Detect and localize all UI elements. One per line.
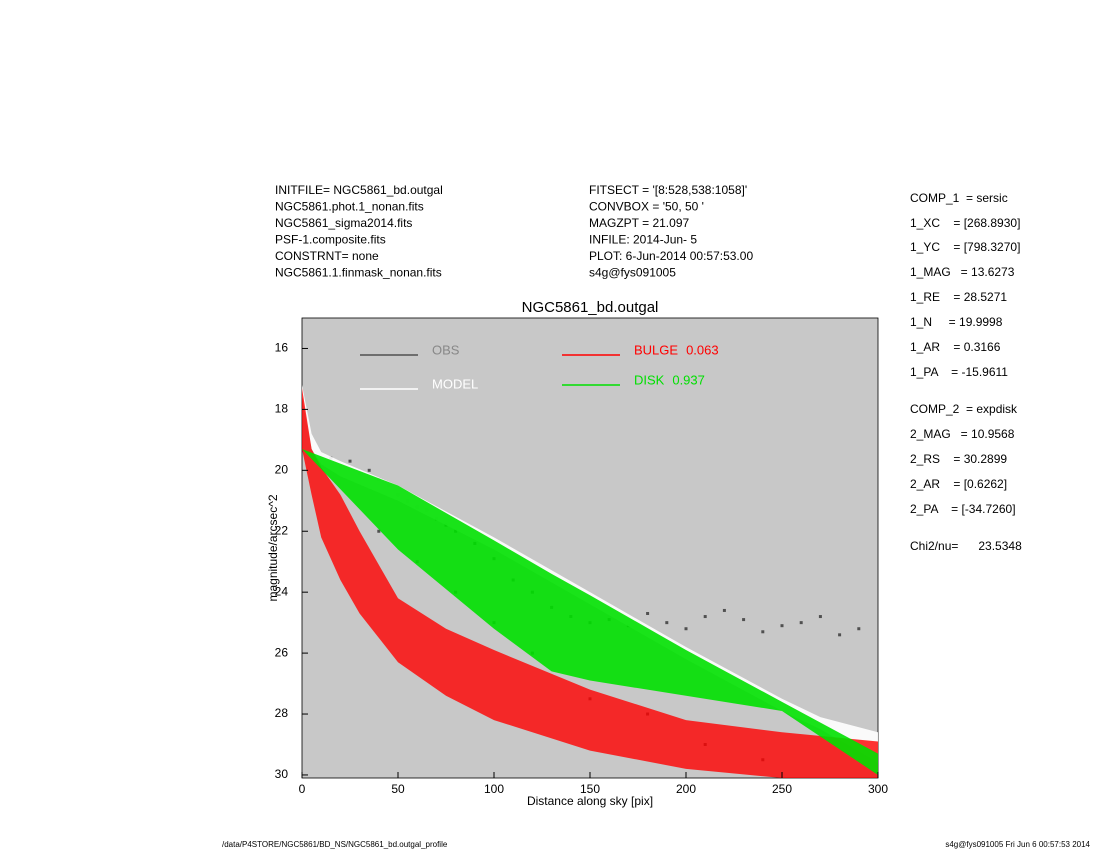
parameter-line: 1_PA = -15.9611 xyxy=(910,365,1008,379)
obs-point xyxy=(838,633,842,637)
header-middle-line: CONVBOX = '50, 50 ' xyxy=(589,200,704,214)
header-left-line: NGC5861_sigma2014.fits xyxy=(275,216,412,230)
header-left-line: INITFILE= NGC5861_bd.outgal xyxy=(275,183,443,197)
parameter-line: Chi2/nu= 23.5348 xyxy=(910,539,1022,553)
obs-point xyxy=(799,621,803,625)
parameter-line: 1_MAG = 13.6273 xyxy=(910,265,1015,279)
obs-point xyxy=(742,618,746,622)
legend-label: MODEL xyxy=(432,376,478,391)
header-middle-line: s4g@fys091005 xyxy=(589,266,676,280)
obs-point xyxy=(377,529,381,533)
legend-label: DISK xyxy=(634,372,665,387)
obs-point xyxy=(761,630,765,634)
x-tick-label: 150 xyxy=(580,782,600,796)
legend-label: OBS xyxy=(432,342,460,357)
obs-point xyxy=(665,621,669,625)
y-tick-label: 26 xyxy=(275,645,289,659)
header-left-line: CONSTRNT= none xyxy=(275,249,379,263)
profile-band xyxy=(302,448,878,775)
y-tick-label: 24 xyxy=(275,584,289,598)
x-tick-label: 50 xyxy=(391,782,405,796)
y-tick-label: 22 xyxy=(275,523,289,537)
profile-band xyxy=(302,388,878,778)
y-tick-label: 16 xyxy=(275,341,289,355)
parameter-line: 2_AR = [0.6262] xyxy=(910,477,1007,491)
obs-point xyxy=(818,615,822,619)
parameter-line: COMP_2 = expdisk xyxy=(910,402,1018,416)
header-middle-line: MAGZPT = 21.097 xyxy=(589,216,689,230)
parameter-line: COMP_1 = sersic xyxy=(910,191,1008,205)
x-tick-label: 250 xyxy=(772,782,792,796)
legend-label: BULGE xyxy=(634,342,678,357)
chart-title: NGC5861_bd.outgal xyxy=(522,299,659,316)
y-tick-label: 18 xyxy=(275,402,289,416)
parameter-line: 1_YC = [798.3270] xyxy=(910,240,1020,254)
x-axis-label: Distance along sky [pix] xyxy=(527,794,653,808)
header-middle-line: FITSECT = '[8:528,538:1058]' xyxy=(589,183,747,197)
y-axis-label: magnitude/arcsec^2 xyxy=(266,494,280,601)
x-tick-label: 200 xyxy=(676,782,696,796)
parameter-line: 2_MAG = 10.9568 xyxy=(910,427,1015,441)
header-middle-line: PLOT: 6-Jun-2014 00:57:53.00 xyxy=(589,249,753,263)
parameter-line: 2_RS = 30.2899 xyxy=(910,452,1007,466)
x-tick-label: 0 xyxy=(299,782,306,796)
header-left-line: NGC5861.phot.1_nonan.fits xyxy=(275,200,424,214)
y-tick-label: 30 xyxy=(275,767,289,781)
header-middle-line: INFILE: 2014-Jun- 5 xyxy=(589,233,697,247)
parameter-line: 1_RE = 28.5271 xyxy=(910,290,1007,304)
obs-point xyxy=(684,627,688,631)
obs-point xyxy=(780,624,784,628)
header-left-line: PSF-1.composite.fits xyxy=(275,233,386,247)
parameter-line: 1_AR = 0.3166 xyxy=(910,340,1001,354)
obs-point xyxy=(348,459,352,463)
obs-point xyxy=(703,615,707,619)
obs-point xyxy=(367,468,371,472)
obs-point xyxy=(646,611,650,615)
parameter-line: 1_N = 19.9998 xyxy=(910,315,1003,329)
parameter-line: 2_PA = [-34.7260] xyxy=(910,502,1016,516)
y-tick-label: 28 xyxy=(275,706,289,720)
legend-fraction: 0.937 xyxy=(672,372,705,387)
footer-right: s4g@fys091005 Fri Jun 6 00:57:53 2014 xyxy=(945,840,1090,849)
parameter-line: 1_XC = [268.8930] xyxy=(910,216,1020,230)
footer-left: /data/P4STORE/NGC5861/BD_NS/NGC5861_bd.o… xyxy=(222,840,448,849)
obs-point xyxy=(857,627,861,631)
x-tick-label: 100 xyxy=(484,782,504,796)
obs-point xyxy=(722,608,726,612)
x-tick-label: 300 xyxy=(868,782,888,796)
legend-fraction: 0.063 xyxy=(686,342,719,357)
y-tick-label: 20 xyxy=(275,462,289,476)
header-left-line: NGC5861.1.finmask_nonan.fits xyxy=(275,266,442,280)
